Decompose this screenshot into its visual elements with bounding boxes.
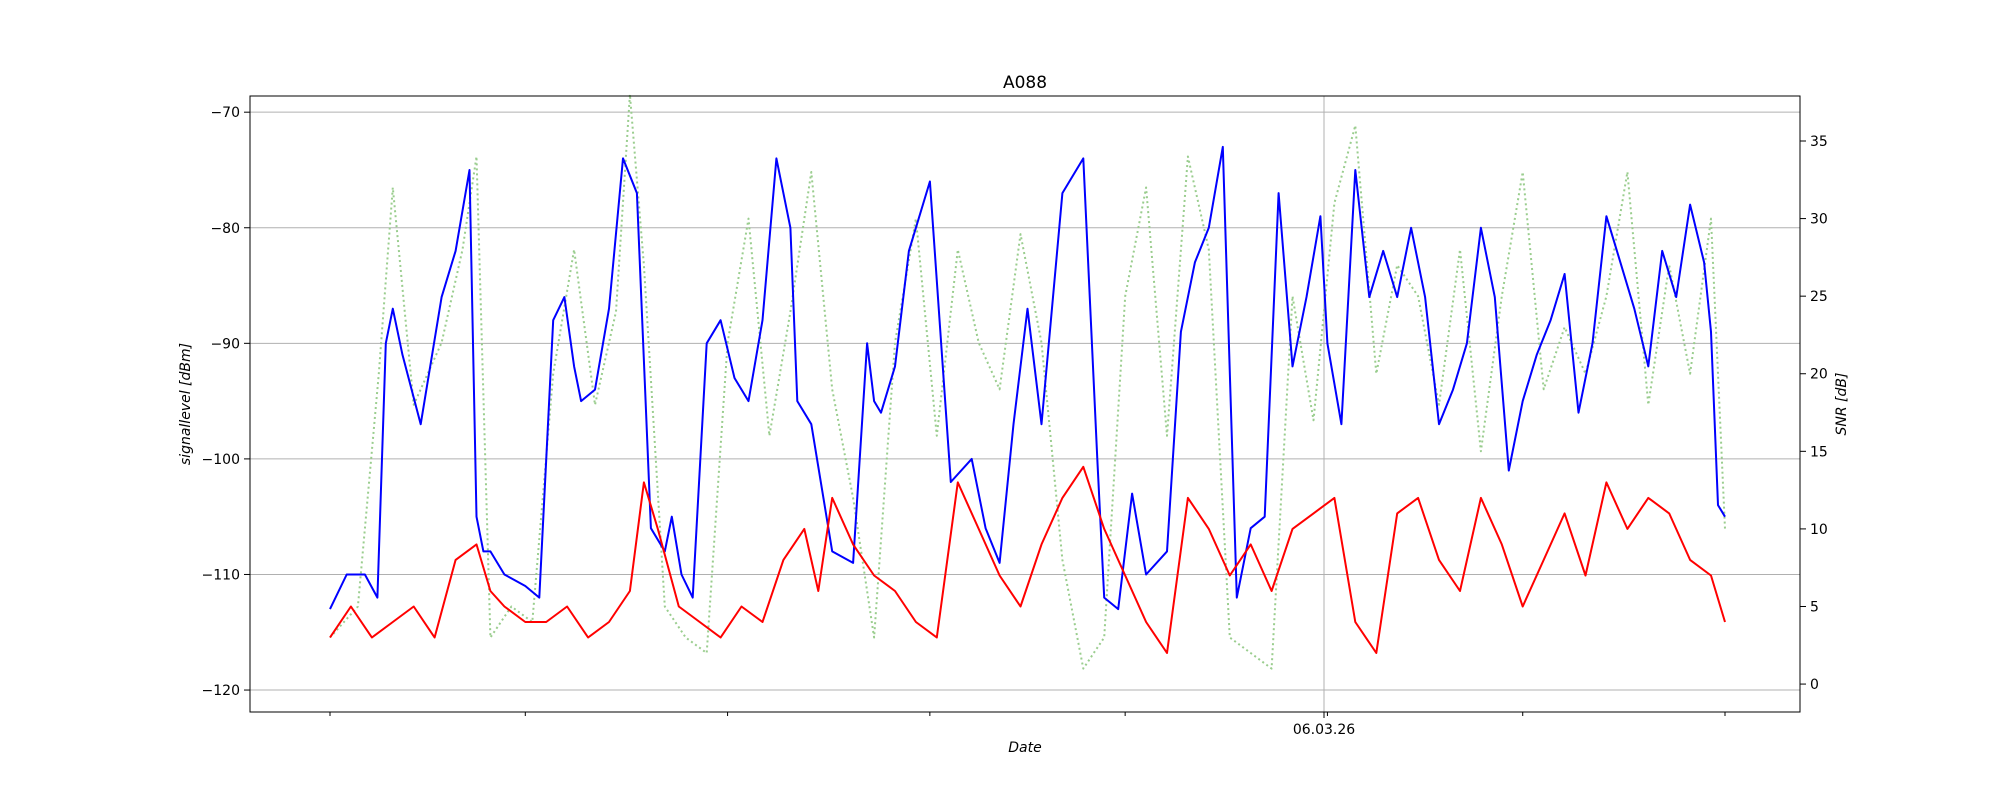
- y-right-tick-label: 25: [1810, 289, 1828, 305]
- y-right-tick-label: 0: [1810, 677, 1819, 693]
- y-right-tick-label: 30: [1810, 212, 1828, 228]
- y-right-tick-label: 20: [1810, 367, 1828, 383]
- y-right-tick-label: 10: [1810, 522, 1828, 538]
- y-right-tick-label: 15: [1810, 444, 1828, 460]
- plot-frame: [249, 95, 1801, 713]
- axes-layer: −70 −80 −90 −100 −110 −120 35 30 25 20 15 10 5 0 06.03…: [202, 105, 1828, 738]
- y-axis-right-title: SNR [dB]: [1834, 373, 1850, 436]
- y-right-tick-label: 5: [1810, 599, 1819, 615]
- snr-line: [329, 465, 1726, 654]
- y-left-tick-label: −110: [202, 567, 240, 583]
- x-tick-label: 06.03.26: [1293, 722, 1355, 738]
- y-left-tick-label: −80: [210, 221, 240, 237]
- y-left-tick-label: −90: [210, 336, 240, 352]
- y-left-tick-label: −120: [202, 683, 240, 699]
- chart-title: A088: [1003, 73, 1047, 93]
- x-axis-title: Date: [1008, 740, 1041, 756]
- y-axis-left-title: signallevel [dBm]: [178, 343, 194, 465]
- grid-layer: [250, 96, 1800, 712]
- series-layer: [329, 93, 1726, 670]
- y-right-tick-label: 35: [1810, 134, 1828, 150]
- reference-dotted-line: [329, 93, 1726, 670]
- signal-level-line: [329, 145, 1726, 611]
- y-left-tick-label: −70: [210, 105, 240, 121]
- y-left-tick-label: −100: [202, 452, 240, 468]
